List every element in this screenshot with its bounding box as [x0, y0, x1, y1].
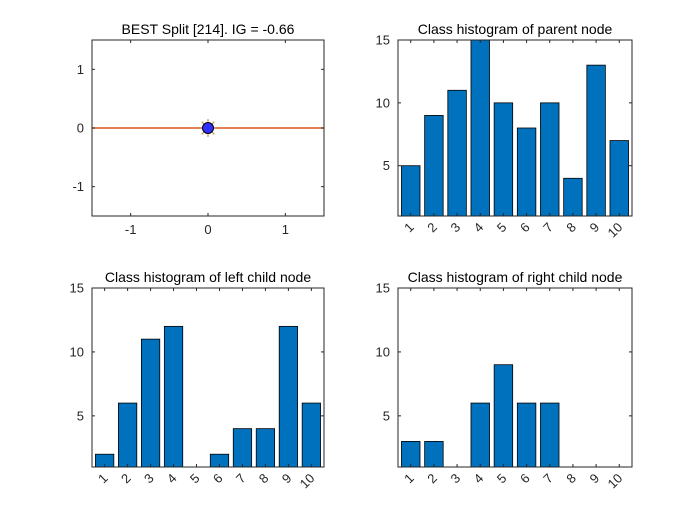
x-tick-label: 3 — [447, 220, 463, 236]
bar — [232, 428, 253, 468]
y-tick-label: 10 — [376, 95, 390, 110]
bar — [163, 325, 184, 468]
bar — [493, 364, 514, 468]
bar — [140, 338, 161, 468]
x-tick-label: 1 — [95, 471, 111, 487]
y-tick-label: 15 — [376, 33, 390, 48]
x-tick-label: 9 — [586, 220, 602, 236]
bar — [609, 140, 629, 217]
axes-box — [91, 287, 325, 468]
x-tick-label: 8 — [563, 220, 579, 236]
bar — [586, 64, 606, 217]
bar — [447, 89, 467, 217]
x-tick-label: 10 — [605, 471, 626, 492]
y-tick-label: 0 — [77, 121, 84, 136]
x-tick-label: 7 — [233, 471, 249, 487]
bar — [255, 428, 276, 468]
bar — [278, 325, 298, 468]
x-tick-label: 8 — [563, 471, 579, 487]
chart-title: Class histogram of parent node — [418, 21, 613, 37]
y-tick-label: 15 — [376, 281, 390, 296]
bar — [118, 402, 138, 468]
bar — [540, 102, 560, 217]
x-tick-label: 6 — [517, 220, 533, 236]
x-tick-label: 0 — [204, 222, 211, 237]
x-tick-label: 2 — [118, 471, 134, 487]
x-tick-label: 6 — [210, 471, 226, 487]
x-tick-label: 9 — [279, 471, 295, 487]
bar — [563, 177, 583, 217]
chart-title: Class histogram of left child node — [105, 269, 311, 285]
bar — [424, 115, 444, 217]
y-tick-label: 5 — [77, 408, 84, 423]
x-tick-label: 5 — [187, 471, 203, 487]
x-tick-label: 4 — [471, 220, 487, 236]
y-tick-label: 10 — [70, 344, 84, 359]
x-tick-label: 3 — [447, 471, 463, 487]
bar — [401, 441, 421, 468]
bar — [301, 402, 321, 468]
x-tick-label: 3 — [141, 471, 157, 487]
bar — [424, 441, 444, 468]
x-tick-label: 8 — [256, 471, 272, 487]
bar — [516, 402, 537, 468]
bar — [470, 39, 490, 217]
x-tick-label: 10 — [297, 471, 318, 492]
y-tick-label: 5 — [383, 158, 390, 173]
x-tick-label: 7 — [540, 220, 556, 236]
split-plot: BEST Split [214]. IG = -0.66 -1 0 1 -1 0 1 — [72, 21, 325, 237]
bar — [493, 102, 514, 217]
x-tick-label: 2 — [424, 471, 440, 487]
x-tick-label: 4 — [471, 471, 487, 487]
x-tick-label: 1 — [401, 471, 417, 487]
x-tick-label: -1 — [125, 222, 137, 237]
x-tick-label: 1 — [401, 220, 417, 236]
bar — [516, 127, 537, 217]
chart-title: BEST Split [214]. IG = -0.66 — [122, 21, 295, 37]
x-tick-label: 5 — [494, 471, 510, 487]
y-tick-label: 5 — [383, 408, 390, 423]
y-tick-label: 15 — [70, 281, 84, 296]
chart-title: Class histogram of right child node — [408, 269, 623, 285]
x-tick-label: 10 — [605, 220, 626, 241]
split-point — [202, 122, 214, 134]
x-tick-label: 2 — [424, 220, 440, 236]
bar — [401, 165, 421, 217]
x-tick-label: 9 — [586, 471, 602, 487]
y-tick-label: 1 — [77, 62, 84, 77]
x-tick-label: 6 — [517, 471, 533, 487]
bar — [470, 402, 490, 468]
y-tick-label: -1 — [72, 179, 84, 194]
x-tick-label: 4 — [164, 471, 180, 487]
bar — [540, 402, 560, 468]
x-tick-label: 1 — [282, 222, 289, 237]
y-tick-label: 10 — [376, 344, 390, 359]
x-tick-label: 5 — [494, 220, 510, 236]
axes-box — [397, 39, 633, 217]
x-tick-label: 7 — [540, 471, 556, 487]
axes-box — [397, 287, 633, 468]
